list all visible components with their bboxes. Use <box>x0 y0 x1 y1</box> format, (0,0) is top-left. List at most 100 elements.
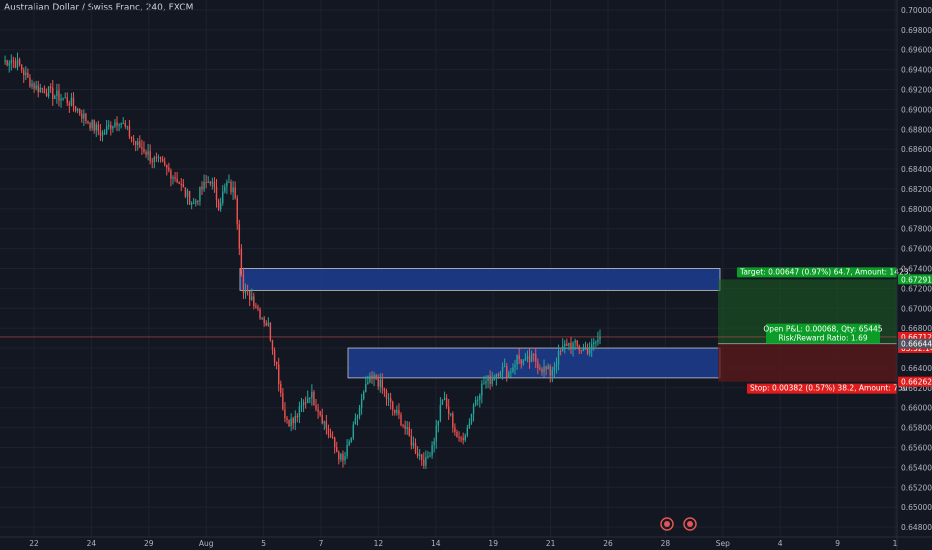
candle-body <box>487 375 489 381</box>
candle-body <box>47 86 50 97</box>
candle <box>537 358 539 375</box>
candle <box>421 453 423 466</box>
candle-body <box>273 350 276 362</box>
candle-body <box>215 186 218 201</box>
candle <box>367 375 369 385</box>
candle-body <box>543 366 545 373</box>
candle-body <box>508 372 510 378</box>
candle-body <box>184 187 187 197</box>
candle-body <box>180 183 182 185</box>
candle-body <box>381 379 384 389</box>
candle-body <box>574 340 576 343</box>
candle-body <box>510 371 512 373</box>
candle-body <box>49 86 52 88</box>
time-axis[interactable]: 22 24 29 Aug 5 7 12 14 19 21 26 28 Sep 4 9 1 <box>0 536 932 548</box>
candle <box>470 413 473 425</box>
candle <box>68 100 71 113</box>
candle-body <box>296 416 299 418</box>
candle-body <box>300 405 303 407</box>
candle <box>319 410 321 417</box>
candle-body <box>429 455 431 457</box>
candle <box>89 121 91 131</box>
candle <box>595 340 597 348</box>
candle-body <box>435 425 437 442</box>
candle <box>178 181 180 185</box>
candle-body <box>6 60 8 66</box>
candle <box>302 399 305 413</box>
open-pnl-label: Open P&L: 0.00068, Qty: 65445Risk/Reward… <box>763 323 883 344</box>
candle-body <box>195 200 197 203</box>
candle <box>52 79 54 106</box>
candle-body <box>315 405 317 410</box>
candle <box>105 119 108 135</box>
candle-body <box>317 409 319 412</box>
candle-body <box>584 348 587 350</box>
candle <box>18 57 21 67</box>
candle <box>447 398 450 420</box>
candle <box>545 365 547 376</box>
candle-body <box>275 361 278 365</box>
candle-body <box>91 120 93 129</box>
candle <box>578 344 580 355</box>
candle <box>195 198 197 207</box>
candle <box>520 359 522 369</box>
candle-body <box>313 391 315 406</box>
candle-body <box>379 379 381 387</box>
x-tick-label: 4 <box>778 539 783 548</box>
candle <box>257 304 259 312</box>
event-marker-icon <box>683 517 697 531</box>
candle <box>4 55 6 65</box>
candle-body <box>72 97 75 107</box>
candle <box>512 363 514 374</box>
stop-label-text: Stop: 0.00382 (0.57%) 38.2, Amount: 750 <box>750 384 908 393</box>
candle-body <box>199 186 201 202</box>
y-tick-label: 0.66000 <box>901 404 932 413</box>
price-axis[interactable]: 0.70000 0.69800 0.69600 0.69400 0.69200 0.690… <box>896 0 932 550</box>
candle <box>282 387 284 411</box>
candle-body <box>539 367 541 369</box>
candle <box>300 397 303 413</box>
candle <box>406 421 408 435</box>
y-tick-label: 0.66800 <box>901 324 932 333</box>
candle <box>362 390 365 401</box>
candle <box>323 420 326 431</box>
candle-body <box>224 186 226 192</box>
candle-body <box>595 342 597 344</box>
candle-body <box>561 346 564 352</box>
candle <box>311 384 313 406</box>
candle <box>147 144 149 161</box>
candle <box>29 73 31 88</box>
candle <box>284 402 286 423</box>
candle <box>93 119 95 134</box>
candle <box>508 370 510 379</box>
candle-body <box>309 397 311 399</box>
candle <box>8 60 10 73</box>
risk-reward-text: Risk/Reward Ratio: 1.69 <box>778 334 867 343</box>
candle <box>20 64 23 73</box>
candle <box>489 370 491 390</box>
candle-body <box>203 182 205 190</box>
candle-body <box>421 454 423 460</box>
candle <box>586 343 589 356</box>
candle <box>91 119 93 131</box>
candle-body <box>325 421 328 429</box>
candle-body <box>298 406 301 418</box>
candle <box>151 157 153 169</box>
candle-body <box>236 197 238 225</box>
candle <box>33 81 35 93</box>
candle <box>149 144 151 165</box>
candle <box>431 441 433 459</box>
candle <box>103 129 106 136</box>
candle-body <box>78 108 81 114</box>
candle <box>535 347 537 369</box>
candle <box>381 373 384 394</box>
candle <box>344 451 346 465</box>
candle <box>224 183 226 194</box>
candle <box>564 340 566 354</box>
candle <box>443 391 446 401</box>
candle <box>76 107 79 114</box>
candle-body <box>468 423 471 428</box>
candle-body <box>454 427 456 432</box>
candle <box>329 428 332 438</box>
